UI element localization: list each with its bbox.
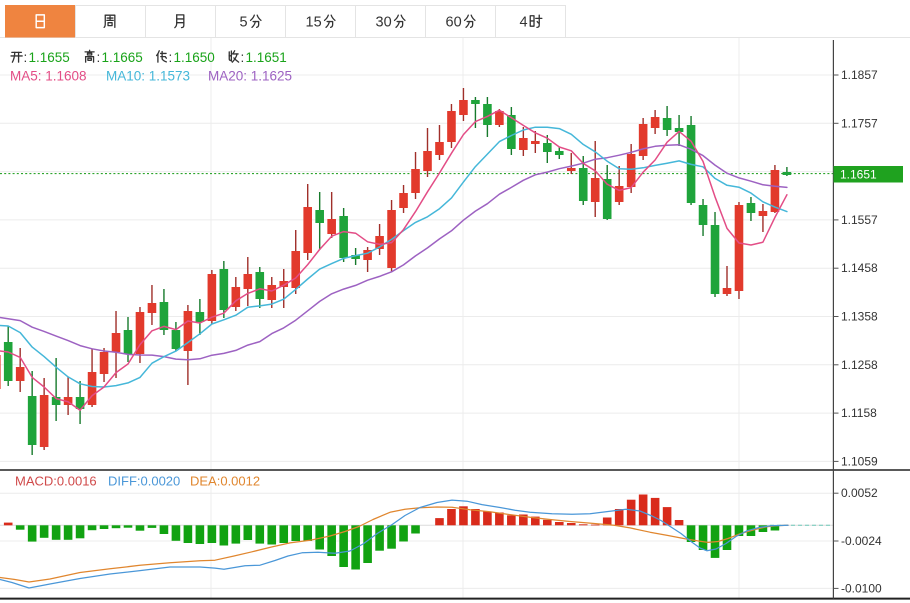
svg-text:MA10: 1.1573: MA10: 1.1573 (106, 69, 190, 84)
svg-text:DEA:0.0012: DEA:0.0012 (190, 474, 260, 489)
svg-text:15: 15 (306, 15, 322, 31)
svg-text::: : (241, 50, 245, 65)
svg-text:1.1757: 1.1757 (841, 116, 878, 130)
svg-text:1.1557: 1.1557 (841, 213, 878, 227)
svg-text:1.1651: 1.1651 (840, 168, 877, 182)
svg-text:1.1857: 1.1857 (841, 68, 878, 82)
svg-text:MA5: 1.1608: MA5: 1.1608 (10, 69, 87, 84)
svg-text:5: 5 (240, 15, 248, 31)
svg-text:1.1158: 1.1158 (841, 406, 877, 420)
svg-text:60: 60 (446, 15, 462, 31)
svg-text:1.1358: 1.1358 (841, 310, 878, 324)
svg-text:0.0052: 0.0052 (841, 486, 878, 500)
svg-text:1.1458: 1.1458 (841, 261, 878, 275)
svg-text:MACD:0.0016: MACD:0.0016 (15, 474, 97, 489)
svg-text:1.1651: 1.1651 (246, 50, 287, 65)
svg-text:1.1258: 1.1258 (841, 358, 878, 372)
svg-text:-0.0024: -0.0024 (841, 534, 882, 548)
svg-text::: : (24, 50, 28, 65)
svg-text:4: 4 (520, 15, 528, 31)
svg-text:1.1655: 1.1655 (29, 50, 70, 65)
svg-text:1.1665: 1.1665 (102, 50, 143, 65)
svg-text:1.1650: 1.1650 (174, 50, 215, 65)
svg-text:1.1059: 1.1059 (841, 454, 878, 468)
svg-text:MA20: 1.1625: MA20: 1.1625 (208, 69, 292, 84)
svg-text:30: 30 (376, 15, 392, 31)
svg-text:DIFF:0.0020: DIFF:0.0020 (108, 474, 180, 489)
svg-text::: : (169, 50, 173, 65)
svg-text::: : (97, 50, 101, 65)
svg-text:-0.0100: -0.0100 (841, 581, 882, 595)
